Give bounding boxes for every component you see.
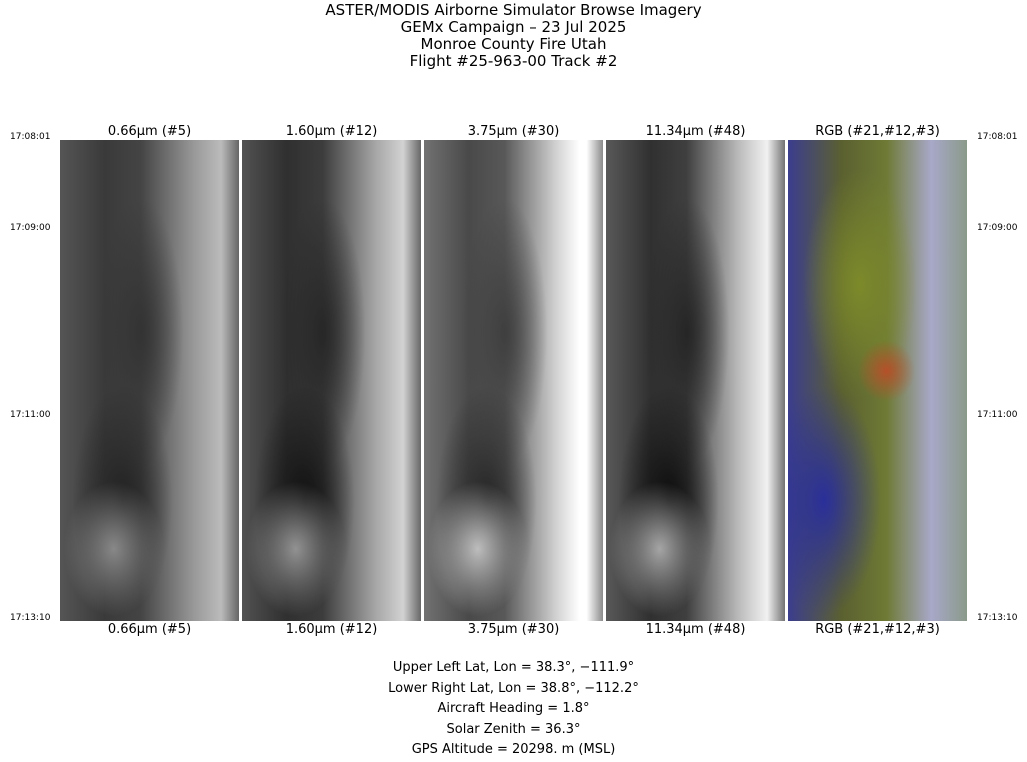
panel-label-bottom-2: 1.60µm (#12) (285, 622, 378, 637)
panel-label-top-1: 0.66µm (#5) (107, 124, 192, 139)
image-panel-1.60um (242, 140, 421, 621)
panel-label-bottom-1: 0.66µm (#5) (107, 622, 192, 637)
time-right-4: 17:13:10 (977, 613, 1018, 623)
panel-label-top-2: 1.60µm (#12) (285, 124, 378, 139)
panel-label-top-3: 3.75µm (#30) (467, 124, 560, 139)
solar-zenith: Solar Zenith = 36.3° (446, 721, 581, 737)
time-right-1: 17:08:01 (977, 132, 1018, 142)
title-line-1: ASTER/MODIS Airborne Simulator Browse Im… (325, 1, 702, 19)
panel-label-top-4: 11.34µm (#48) (645, 124, 746, 139)
gps-altitude: GPS Altitude = 20298. m (MSL) (411, 742, 616, 757)
image-panel-rgb (788, 140, 967, 621)
time-left-4: 17:13:10 (10, 613, 51, 623)
time-right-3: 17:11:00 (977, 410, 1018, 420)
flight-info: Upper Left Lat, Lon = 38.3°, −111.9° Low… (0, 658, 1027, 761)
panel-label-bottom-5: RGB (#21,#12,#3) (815, 622, 940, 637)
image-panel-11.34um (606, 140, 785, 621)
image-panel-3.75um (424, 140, 603, 621)
panel-label-bottom-4: 11.34µm (#48) (645, 622, 746, 637)
time-left-1: 17:08:01 (10, 132, 51, 142)
time-left-2: 17:09:00 (10, 223, 51, 233)
time-right-2: 17:09:00 (977, 223, 1018, 233)
panel-label-top-5: RGB (#21,#12,#3) (815, 124, 940, 139)
figure-title: ASTER/MODIS Airborne Simulator Browse Im… (0, 2, 1027, 70)
time-left-3: 17:11:00 (10, 410, 51, 420)
aircraft-heading: Aircraft Heading = 1.8° (437, 701, 590, 716)
panel-label-bottom-3: 3.75µm (#30) (467, 622, 560, 637)
title-line-3: Monroe County Fire Utah (420, 35, 607, 53)
image-panel-0.66um (60, 140, 239, 621)
upper-left-coords: Upper Left Lat, Lon = 38.3°, −111.9° (392, 660, 635, 675)
title-line-2: GEMx Campaign – 23 Jul 2025 (400, 18, 627, 36)
title-line-4: Flight #25-963-00 Track #2 (409, 52, 618, 70)
lower-right-coords: Lower Right Lat, Lon = 38.8°, −112.2° (388, 680, 639, 696)
